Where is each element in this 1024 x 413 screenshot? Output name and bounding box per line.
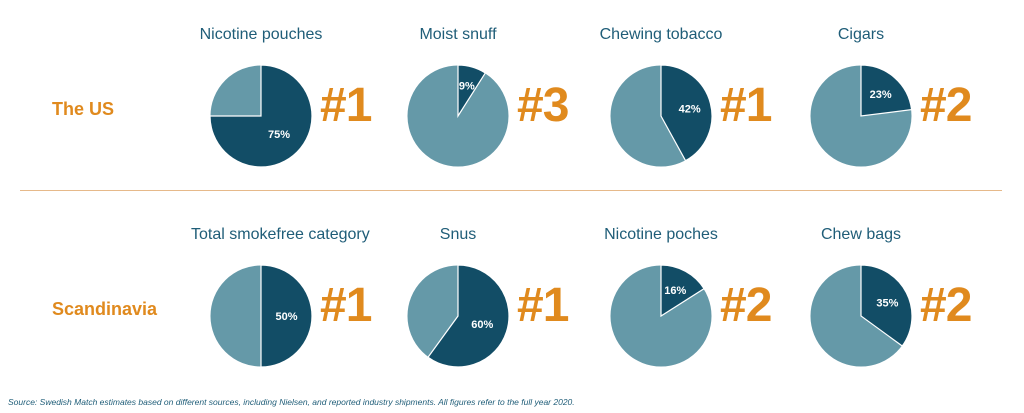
chart-total-smokefree-category: Total smokefree category 50% #1 [191,226,408,386]
row-divider [20,190,1002,191]
chart-nicotine-pouches: Nicotine pouches 75% #1 [200,26,408,186]
pie-slice-share [860,264,913,347]
market-rank: #2 [920,79,972,132]
region-label-us: The US [52,99,115,119]
chart-title: Total smokefree category [191,226,370,243]
market-rank: #1 [720,79,772,132]
pie-chart: 16% [609,264,713,368]
pie-slice-share [660,64,713,162]
market-rank: #3 [517,79,569,132]
pie-chart: 42% [609,64,713,168]
chart-title: Nicotine poches [604,226,718,243]
chart-chewing-tobacco: Chewing tobacco 42% #1 [600,26,808,186]
pie-chart: 9% [406,64,510,168]
pie-slice-share [457,64,487,119]
pie-slice-share [427,264,510,368]
pie-chart: 60% [406,264,510,368]
market-rank: #1 [517,279,569,332]
pie-data-label: 16% [664,285,686,297]
chart-title: Snus [439,226,477,243]
chart-title: Chewing tobacco [599,26,723,43]
pie-chart: 35% [809,264,913,368]
pie-chart: 75% [209,64,313,168]
market-rank: #2 [920,279,972,332]
chart-nicotine-poches: Nicotine poches 16% #2 [604,226,808,386]
pie-slice-share [860,64,913,117]
chart-cigars: Cigars 23% #2 [808,26,1008,186]
chart-chew-bags: Chew bags 35% #2 [808,226,1008,386]
pie-data-label: 35% [876,298,898,310]
pie-data-label: 50% [275,311,297,323]
market-rank: #1 [320,279,372,332]
pie-data-label: 60% [471,319,493,331]
pie-data-label: 23% [870,89,892,101]
pie-data-label: 75% [268,129,290,141]
pie-slice-share [209,64,313,168]
chart-snus: Snus 60% #1 [405,226,605,386]
source-note: Source: Swedish Match estimates based on… [8,397,575,407]
market-rank: #2 [720,279,772,332]
pie-data-label: 9% [459,81,475,93]
chart-moist-snuff: Moist snuff 9% #3 [405,26,605,186]
pie-data-label: 42% [679,104,701,116]
pie-slice-share [660,264,705,318]
chart-title: Cigars [837,26,885,43]
pie-chart: 50% [209,264,313,368]
pie-slice-share [260,264,313,368]
pie-chart: 23% [809,64,913,168]
chart-title: Moist snuff [419,26,497,43]
chart-title: Nicotine pouches [199,26,323,43]
market-rank: #1 [320,79,372,132]
region-label-scandinavia: Scandinavia [52,299,158,319]
chart-title: Chew bags [820,226,902,243]
